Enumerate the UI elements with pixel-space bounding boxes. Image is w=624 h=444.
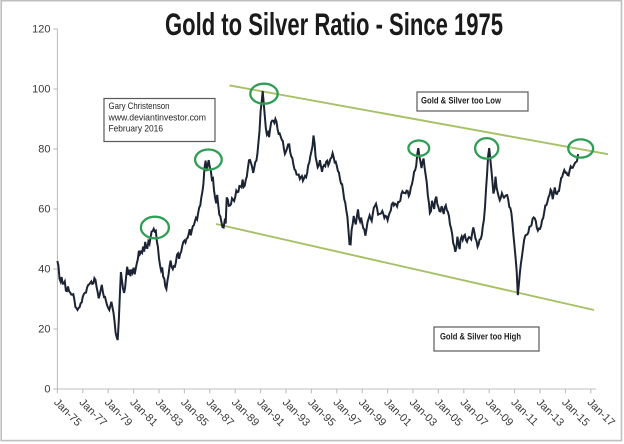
svg-text:20: 20 xyxy=(38,324,50,336)
svg-text:120: 120 xyxy=(32,24,50,36)
svg-text:80: 80 xyxy=(38,144,50,156)
svg-text:Gary Christenson: Gary Christenson xyxy=(109,101,170,111)
svg-text:100: 100 xyxy=(32,84,50,96)
svg-text:60: 60 xyxy=(38,204,50,216)
svg-text:Gold & Silver too Low: Gold & Silver too Low xyxy=(421,96,502,106)
svg-text:Gold to Silver Ratio - Since 1: Gold to Silver Ratio - Since 1975 xyxy=(165,6,503,42)
svg-text:February 2016: February 2016 xyxy=(109,124,164,134)
svg-text:40: 40 xyxy=(38,264,50,276)
svg-text:0: 0 xyxy=(44,384,50,396)
svg-text:www.deviantinvestor.com: www.deviantinvestor.com xyxy=(108,113,207,123)
svg-text:Gold & Silver too High: Gold & Silver too High xyxy=(440,332,521,342)
